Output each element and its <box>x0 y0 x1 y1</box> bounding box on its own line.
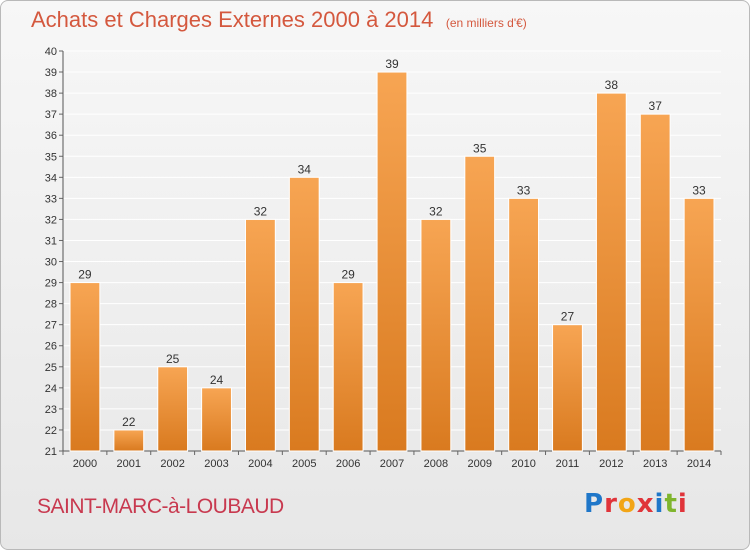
bar-2003 <box>201 387 232 452</box>
bar-2001 <box>113 429 145 452</box>
y-tick-label: 39 <box>45 67 57 79</box>
x-tick-label: 2011 <box>556 458 580 470</box>
y-tick-label: 30 <box>45 257 57 269</box>
data-labels: 29 22 25 24 32 34 29 39 32 35 33 27 38 37 33 <box>78 57 706 429</box>
x-tick-label: 2006 <box>336 458 360 470</box>
logo-letter: i <box>677 489 688 519</box>
bar-2008 <box>420 218 452 452</box>
y-tick-label: 28 <box>45 299 57 311</box>
y-tick-label: 29 <box>45 278 57 290</box>
y-tick-label: 26 <box>45 341 57 353</box>
data-label: 32 <box>254 204 268 218</box>
y-tick-label: 27 <box>45 320 57 332</box>
x-tick-label: 2001 <box>117 458 141 470</box>
y-tick-label: 25 <box>45 362 57 374</box>
y-tick-label: 38 <box>45 88 57 100</box>
y-tick-label: 21 <box>45 446 57 458</box>
x-tick-label: 2008 <box>424 458 448 470</box>
y-tick-label: 23 <box>45 404 57 416</box>
data-label: 27 <box>561 310 575 324</box>
logo-letter: i <box>654 489 665 519</box>
proxiti-logo: Proxiti <box>584 489 688 519</box>
bar-2002 <box>157 366 189 452</box>
data-label: 37 <box>649 99 663 113</box>
x-tick-label: 2005 <box>292 458 316 470</box>
data-label: 25 <box>166 352 180 366</box>
y-tick-label: 32 <box>45 214 57 226</box>
y-tick-label: 31 <box>45 235 57 247</box>
logo-letter: x <box>636 489 655 519</box>
y-tick-label: 36 <box>45 130 57 142</box>
y-tick-label: 37 <box>45 109 57 121</box>
x-tick-label: 2007 <box>380 458 404 470</box>
x-tick-label: 2013 <box>643 458 667 470</box>
bar-2005 <box>288 176 320 452</box>
y-tick-labels: 21 22 23 24 25 26 27 28 29 30 31 32 33 34 35 36 37 38 39 40 <box>45 46 57 458</box>
bar-2007 <box>376 71 408 452</box>
bar-2012 <box>595 92 627 452</box>
chart-title: Achats et Charges Externes 2000 à 2014 <box>31 7 434 32</box>
data-label: 38 <box>605 78 619 92</box>
logo-letter: P <box>584 489 605 519</box>
data-label: 33 <box>692 183 706 197</box>
bar-2006 <box>332 282 364 452</box>
bar-2004 <box>244 218 276 452</box>
data-label: 29 <box>78 268 92 282</box>
x-tick-label: 2000 <box>73 458 97 470</box>
x-tick-label: 2014 <box>687 458 711 470</box>
y-tick-label: 33 <box>45 193 57 205</box>
logo-letter: t <box>664 489 678 519</box>
data-label: 34 <box>298 162 312 176</box>
bar-2014 <box>683 197 715 452</box>
x-tick-label: 2010 <box>511 458 535 470</box>
bar-2010 <box>508 197 540 452</box>
bar-2000 <box>69 282 101 452</box>
x-tick-label: 2009 <box>467 458 491 470</box>
data-label: 24 <box>210 373 224 387</box>
y-tick-label: 34 <box>45 172 57 184</box>
x-tick-label: 2004 <box>248 458 272 470</box>
x-tick-labels: 2000 2001 2002 2003 2004 2005 2006 2007 2008 2009… <box>73 458 712 470</box>
title-row: Achats et Charges Externes 2000 à 2014 (… <box>31 7 527 33</box>
bars <box>69 71 715 452</box>
data-label: 22 <box>122 415 136 429</box>
x-tick-label: 2012 <box>599 458 623 470</box>
data-label: 33 <box>517 183 531 197</box>
x-tick-label: 2002 <box>160 458 184 470</box>
y-tick-label: 35 <box>45 151 57 163</box>
data-label: 35 <box>473 141 487 155</box>
bar-2009 <box>464 155 496 452</box>
data-label: 39 <box>385 57 399 71</box>
bar-2013 <box>639 113 671 452</box>
x-tick-label: 2003 <box>204 458 228 470</box>
bar-2011 <box>552 324 583 452</box>
y-tick-label: 24 <box>45 383 57 395</box>
y-tick-label: 40 <box>45 46 57 58</box>
chart-subtitle: (en milliers d'€) <box>445 16 527 30</box>
logo-letter: r <box>604 489 618 519</box>
data-label: 32 <box>429 204 443 218</box>
data-label: 29 <box>341 268 355 282</box>
logo-letter: o <box>617 489 637 519</box>
commune-name: SAINT-MARC-à-LOUBAUD <box>37 495 284 518</box>
y-tick-label: 22 <box>45 425 57 437</box>
